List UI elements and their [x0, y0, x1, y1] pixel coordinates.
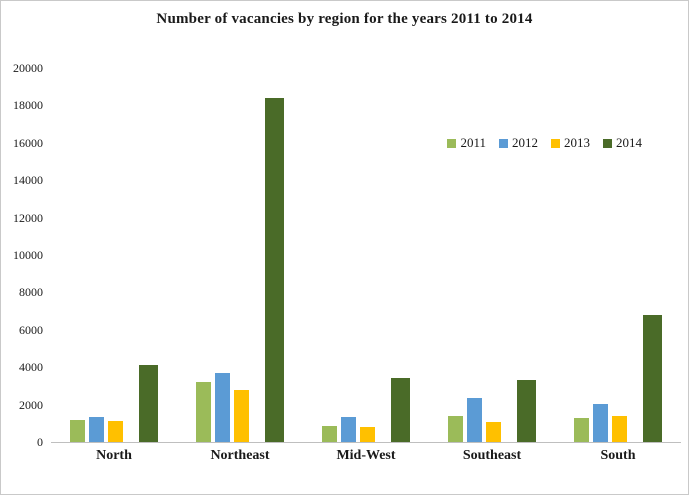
- x-axis-label-southeast: Southeast: [462, 448, 522, 463]
- bar-2011-south: [574, 418, 589, 442]
- bar-2014-mid-west: [391, 378, 410, 442]
- chart-title: Number of vacancies by region for the ye…: [156, 11, 533, 27]
- legend-item-2014: 2014: [603, 135, 642, 151]
- y-axis-label: 8000: [19, 285, 43, 300]
- bar-2011-north: [70, 420, 85, 442]
- y-axis-label: 10000: [13, 248, 43, 262]
- legend-item-2013: 2013: [551, 135, 590, 151]
- y-axis-label: 16000: [13, 135, 43, 150]
- y-axis-label: 18000: [13, 98, 43, 113]
- bar-group-south: [555, 68, 681, 442]
- bar-2013-southeast: [486, 422, 501, 442]
- legend-item-2012: 2012: [499, 135, 538, 151]
- bar-2011-northeast: [196, 382, 211, 442]
- bar-2012-north: [89, 417, 104, 442]
- y-axis-label: 6000: [19, 322, 43, 337]
- bar-group-mid-west: [303, 68, 429, 442]
- y-axis-label: 4000: [19, 360, 43, 375]
- bar-2013-northeast: [234, 390, 249, 442]
- legend-swatch-2013: [551, 138, 560, 148]
- bar-2014-south: [643, 315, 662, 442]
- legend-label-2014: 2014: [616, 135, 642, 150]
- y-axis-label: 0: [37, 435, 43, 449]
- y-axis-label: 12000: [13, 210, 43, 225]
- y-axis-label: 14000: [13, 173, 43, 188]
- bar-2012-northeast: [215, 373, 230, 442]
- legend-swatch-2011: [447, 138, 457, 148]
- x-axis-label-north: North: [96, 448, 132, 463]
- x-axis-label-northeast: Northeast: [210, 448, 270, 463]
- y-axis-label: 20000: [13, 61, 43, 75]
- bar-2012-mid-west: [341, 417, 356, 442]
- legend-swatch-2014: [603, 138, 612, 148]
- bar-group-north: [51, 68, 177, 442]
- legend-swatch-2012: [499, 138, 508, 148]
- x-axis-label-mid-west: Mid-West: [336, 448, 396, 463]
- bar-2011-mid-west: [322, 426, 337, 442]
- legend-label-2013: 2013: [564, 135, 590, 150]
- plot-area: [51, 68, 681, 443]
- bar-2014-north: [139, 365, 158, 442]
- bar-2014-southeast: [517, 380, 536, 442]
- bar-2013-mid-west: [360, 427, 375, 442]
- legend-label-2012: 2012: [512, 135, 538, 150]
- legend-item-2011: 2011: [447, 135, 486, 151]
- y-axis-label: 2000: [19, 397, 43, 412]
- legend: 2011 2012 2013 2014: [447, 135, 642, 151]
- x-axis: North Northeast Mid-West Southeast South: [51, 448, 681, 464]
- bar-2013-north: [108, 421, 123, 442]
- bar-2012-southeast: [467, 398, 482, 442]
- bar-group-northeast: [177, 68, 303, 442]
- bar-2012-south: [593, 404, 608, 442]
- bar-2011-southeast: [448, 416, 463, 442]
- bar-2013-south: [612, 416, 627, 442]
- legend-label-2011: 2011: [460, 135, 486, 150]
- bar-2014-northeast: [265, 98, 284, 442]
- bar-group-southeast: [429, 68, 555, 442]
- x-axis-label-south: South: [600, 448, 636, 463]
